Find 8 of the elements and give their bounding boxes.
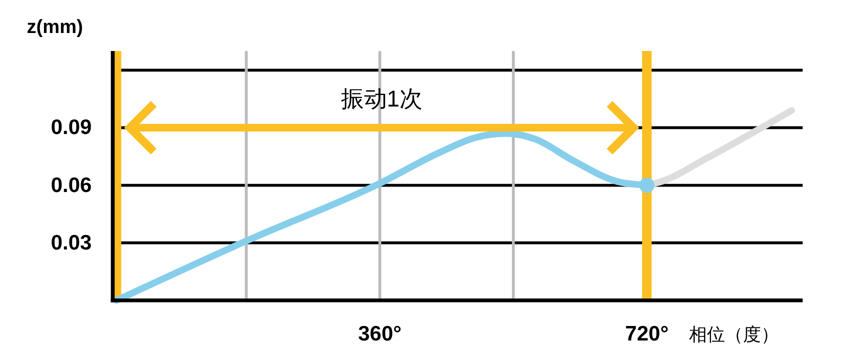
x-tick-label: 720° bbox=[625, 322, 669, 346]
x-axis-title: 相位（度） bbox=[688, 324, 779, 345]
y-tick-label: 0.09 bbox=[50, 116, 92, 140]
y-axis-title: z(mm) bbox=[26, 16, 84, 38]
annotation: 振动1次 bbox=[340, 86, 423, 112]
x-tick-label: 360° bbox=[358, 322, 402, 346]
y-tick-label: 0.06 bbox=[50, 174, 92, 197]
y-tick-label: 0.03 bbox=[50, 231, 92, 254]
